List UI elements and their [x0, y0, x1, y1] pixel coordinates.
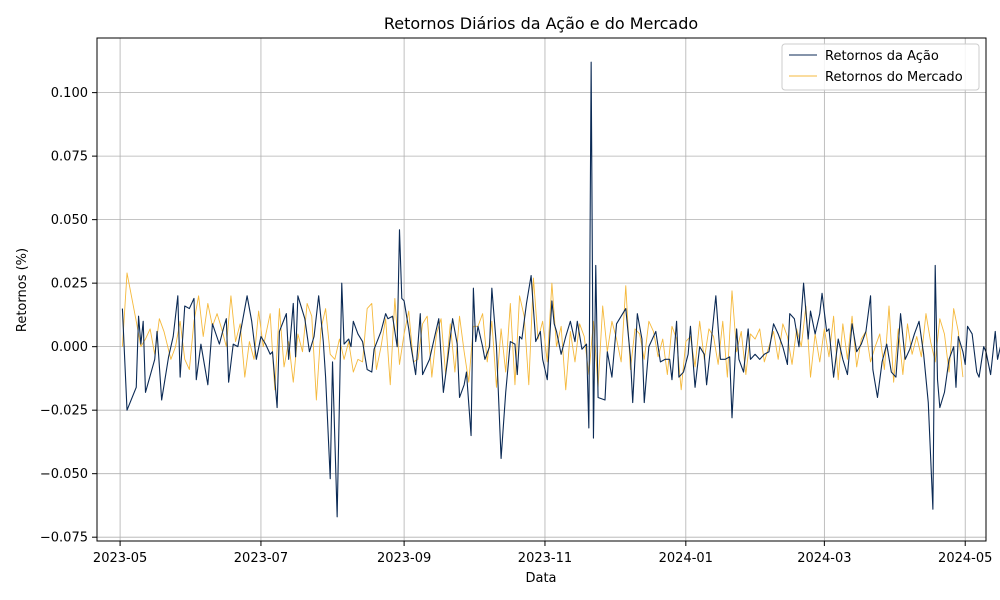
chart-title: Retornos Diários da Ação e do Mercado [384, 14, 698, 33]
x-axis: 2023-05 2023-07 2023-09 2023-11 2024-01 2024-… [93, 541, 992, 566]
x-tick-label: 2024-03 [797, 551, 851, 566]
y-tick-label: 0.050 [51, 213, 88, 228]
y-tick-label: −0.025 [40, 404, 88, 419]
x-tick-label: 2023-05 [93, 551, 147, 566]
y-tick-label: 0.075 [51, 150, 88, 165]
series-line-market [121, 272, 964, 401]
x-tick-label: 2023-11 [518, 551, 572, 566]
x-tick-label: 2023-07 [234, 551, 288, 566]
y-axis: −0.075 −0.050 −0.025 0.000 0.025 0.050 0.075 0.… [40, 86, 97, 546]
x-axis-label: Data [525, 571, 556, 586]
series-line-stock [121, 61, 1000, 518]
y-axis-label: Retornos (%) [15, 248, 30, 332]
y-tick-label: 0.100 [51, 86, 88, 101]
plot-frame [96, 37, 987, 542]
chart-grid [97, 38, 986, 541]
y-tick-label: 0.025 [51, 277, 88, 292]
legend-label-market: Retornos do Mercado [825, 70, 963, 85]
y-tick-label: −0.075 [40, 531, 88, 546]
x-tick-label: 2024-05 [938, 551, 992, 566]
x-tick-label: 2024-01 [659, 551, 713, 566]
legend-box [781, 43, 980, 91]
x-tick-label: 2023-09 [377, 551, 431, 566]
y-tick-label: −0.050 [40, 467, 88, 482]
series-lines [121, 61, 1000, 518]
legend-label-stock: Retornos da Ação [825, 49, 939, 64]
legend: Retornos da Ação Retornos do Mercado [781, 43, 980, 91]
y-tick-label: 0.000 [51, 340, 88, 355]
